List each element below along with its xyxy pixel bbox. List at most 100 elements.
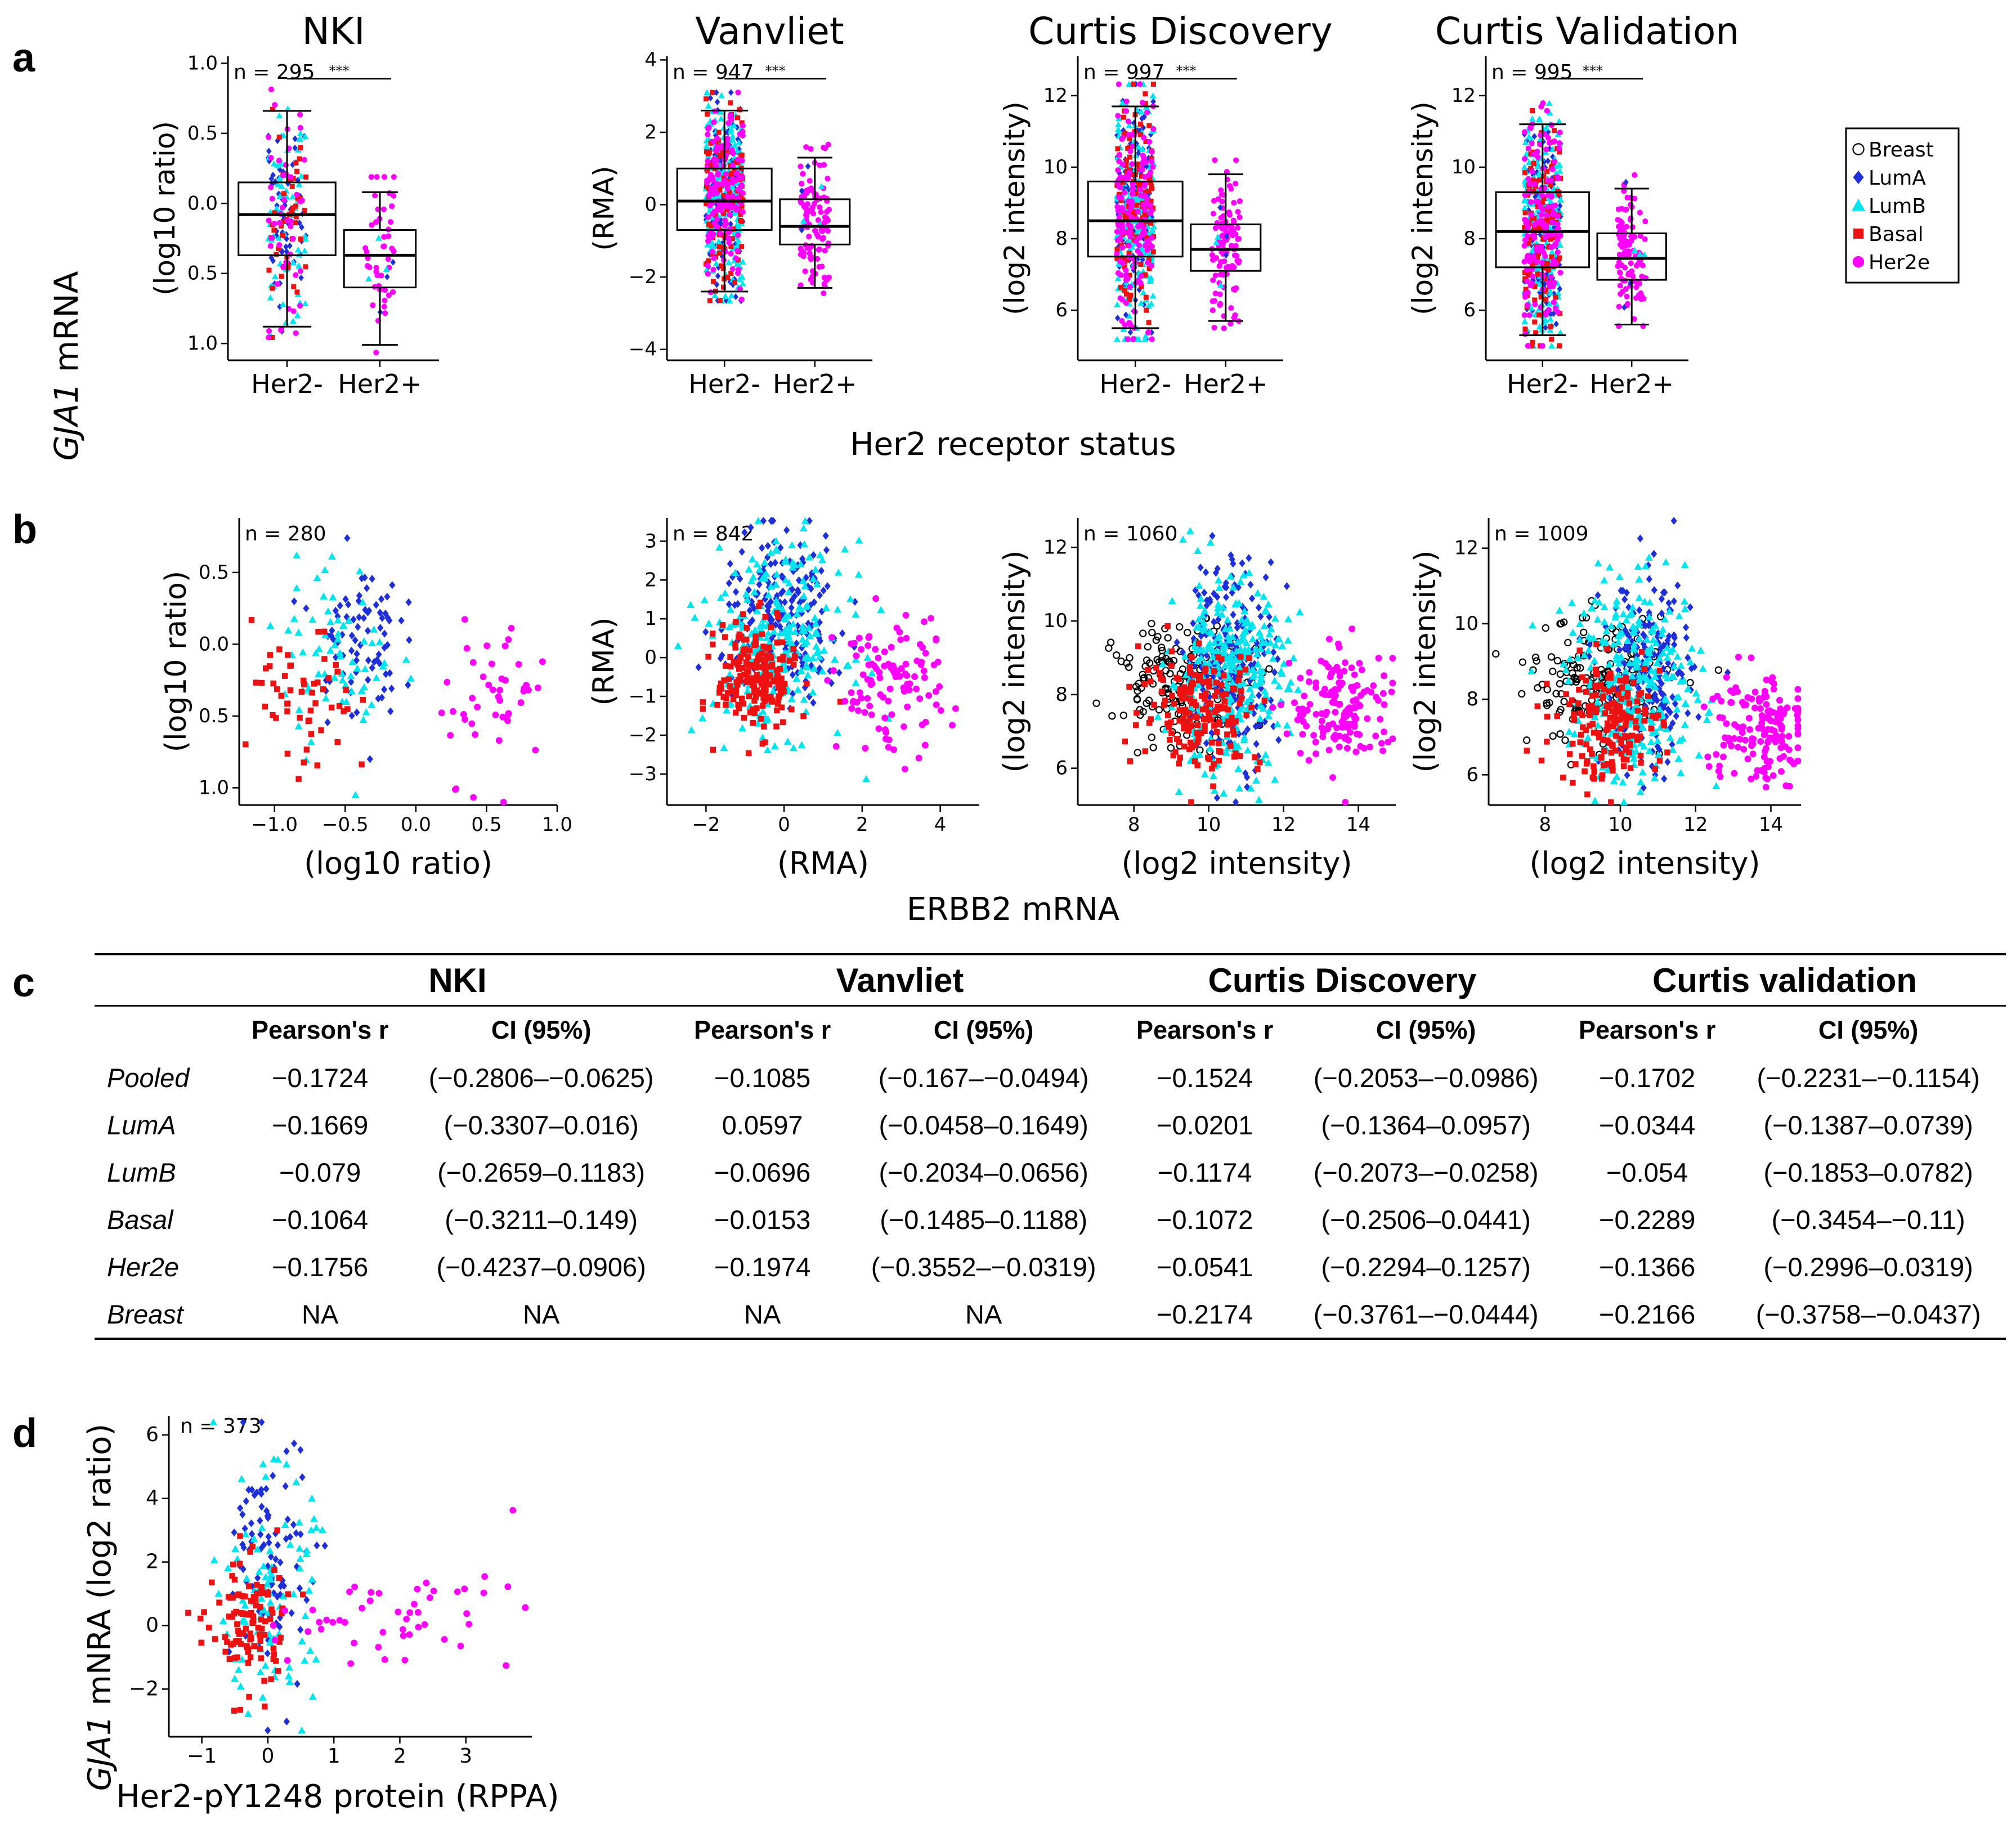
point-lumb: [770, 742, 779, 749]
point-her2e: [922, 650, 929, 657]
point-basal: [1203, 716, 1209, 723]
point-basal: [1548, 236, 1553, 242]
point-her2e: [266, 217, 272, 223]
point-her2e: [469, 659, 477, 666]
point-her2e: [461, 616, 468, 623]
point-her2e: [269, 235, 275, 241]
point-lumb: [1234, 765, 1243, 772]
point-her2e: [1126, 198, 1132, 204]
point-breast: [1518, 690, 1526, 698]
point-her2e: [1521, 312, 1527, 318]
point-her2e: [1127, 284, 1133, 290]
point-her2e: [1551, 138, 1557, 144]
point-basal: [1146, 188, 1152, 194]
point-basal: [1522, 170, 1527, 176]
point-her2e: [1291, 699, 1298, 707]
point-her2e: [1352, 715, 1360, 722]
point-basal: [759, 681, 765, 688]
x-tick-label: −2: [692, 813, 720, 836]
point-her2e: [374, 174, 380, 180]
point-lumb: [273, 205, 280, 211]
point-lumb: [1139, 246, 1146, 253]
significance-stars: ***: [1583, 63, 1603, 79]
point-lumb: [687, 601, 695, 608]
point-lumb: [1547, 269, 1554, 275]
point-basal: [1527, 271, 1533, 276]
point-basal: [763, 652, 770, 659]
point-basal: [334, 739, 341, 745]
point-luma: [824, 582, 831, 591]
point-her2e: [1224, 271, 1230, 277]
point-basal: [1153, 664, 1159, 671]
point-her2e: [449, 708, 456, 715]
point-basal: [791, 653, 798, 659]
point-her2e: [1312, 739, 1319, 746]
point-her2e: [1539, 192, 1545, 199]
point-her2e: [801, 194, 808, 200]
point-breast: [1105, 644, 1113, 652]
point-her2e: [1543, 146, 1549, 153]
point-luma: [366, 755, 373, 763]
point-her2e: [710, 189, 716, 195]
point-her2e: [469, 695, 476, 702]
point-basal: [1533, 178, 1539, 184]
point-her2e: [928, 615, 935, 622]
point-her2e: [1360, 689, 1368, 696]
point-her2e: [1531, 181, 1538, 187]
point-basal: [1146, 178, 1152, 184]
point-basal: [804, 681, 810, 687]
point-her2e: [1133, 238, 1139, 244]
point-lumb: [295, 706, 303, 713]
point-basal: [309, 690, 316, 696]
point-lumb: [728, 292, 735, 298]
point-basal: [1188, 723, 1195, 729]
point-basal: [752, 633, 759, 640]
point-her2e: [1210, 277, 1216, 283]
point-her2e: [1235, 209, 1241, 215]
point-basal: [1138, 261, 1144, 267]
point-lumb: [361, 665, 369, 673]
point-her2e: [724, 142, 731, 149]
point-her2e: [717, 230, 723, 236]
point-basal: [1143, 294, 1149, 300]
point-lumb: [1556, 242, 1563, 248]
point-her2e: [821, 281, 827, 287]
point-luma: [789, 670, 796, 679]
point-her2e: [1361, 745, 1368, 752]
point-basal: [1206, 678, 1212, 684]
point-lumb: [1141, 336, 1149, 342]
point-lumb: [1114, 121, 1122, 127]
point-lumb: [834, 569, 843, 576]
point-her2e: [517, 699, 525, 707]
point-her2e: [283, 260, 289, 266]
point-her2e: [1527, 181, 1533, 187]
point-her2e: [865, 634, 872, 641]
point-lumb: [841, 545, 849, 553]
point-basal: [780, 719, 786, 726]
point-lumb: [271, 273, 279, 280]
n-label: n = 295: [234, 61, 315, 84]
point-lumb: [722, 293, 729, 299]
x-category-label: Her2-: [251, 369, 323, 399]
point-basal: [315, 679, 321, 686]
point-luma: [1253, 740, 1260, 748]
point-her2e: [1529, 273, 1536, 279]
point-lumb: [1261, 750, 1270, 758]
point-lumb: [715, 238, 722, 245]
point-her2e: [1547, 283, 1553, 289]
point-her2e: [799, 181, 805, 187]
point-her2e: [1624, 301, 1631, 307]
point-her2e: [705, 238, 711, 244]
point-her2e: [904, 703, 911, 710]
point-basal: [720, 149, 725, 155]
point-luma: [1209, 531, 1216, 540]
point-her2e: [1149, 243, 1155, 249]
point-luma: [378, 595, 385, 603]
point-lumb: [1554, 289, 1562, 296]
point-her2e: [738, 182, 745, 188]
point-basal: [762, 614, 768, 620]
point-lumb: [691, 614, 699, 621]
point-her2e: [278, 327, 284, 333]
